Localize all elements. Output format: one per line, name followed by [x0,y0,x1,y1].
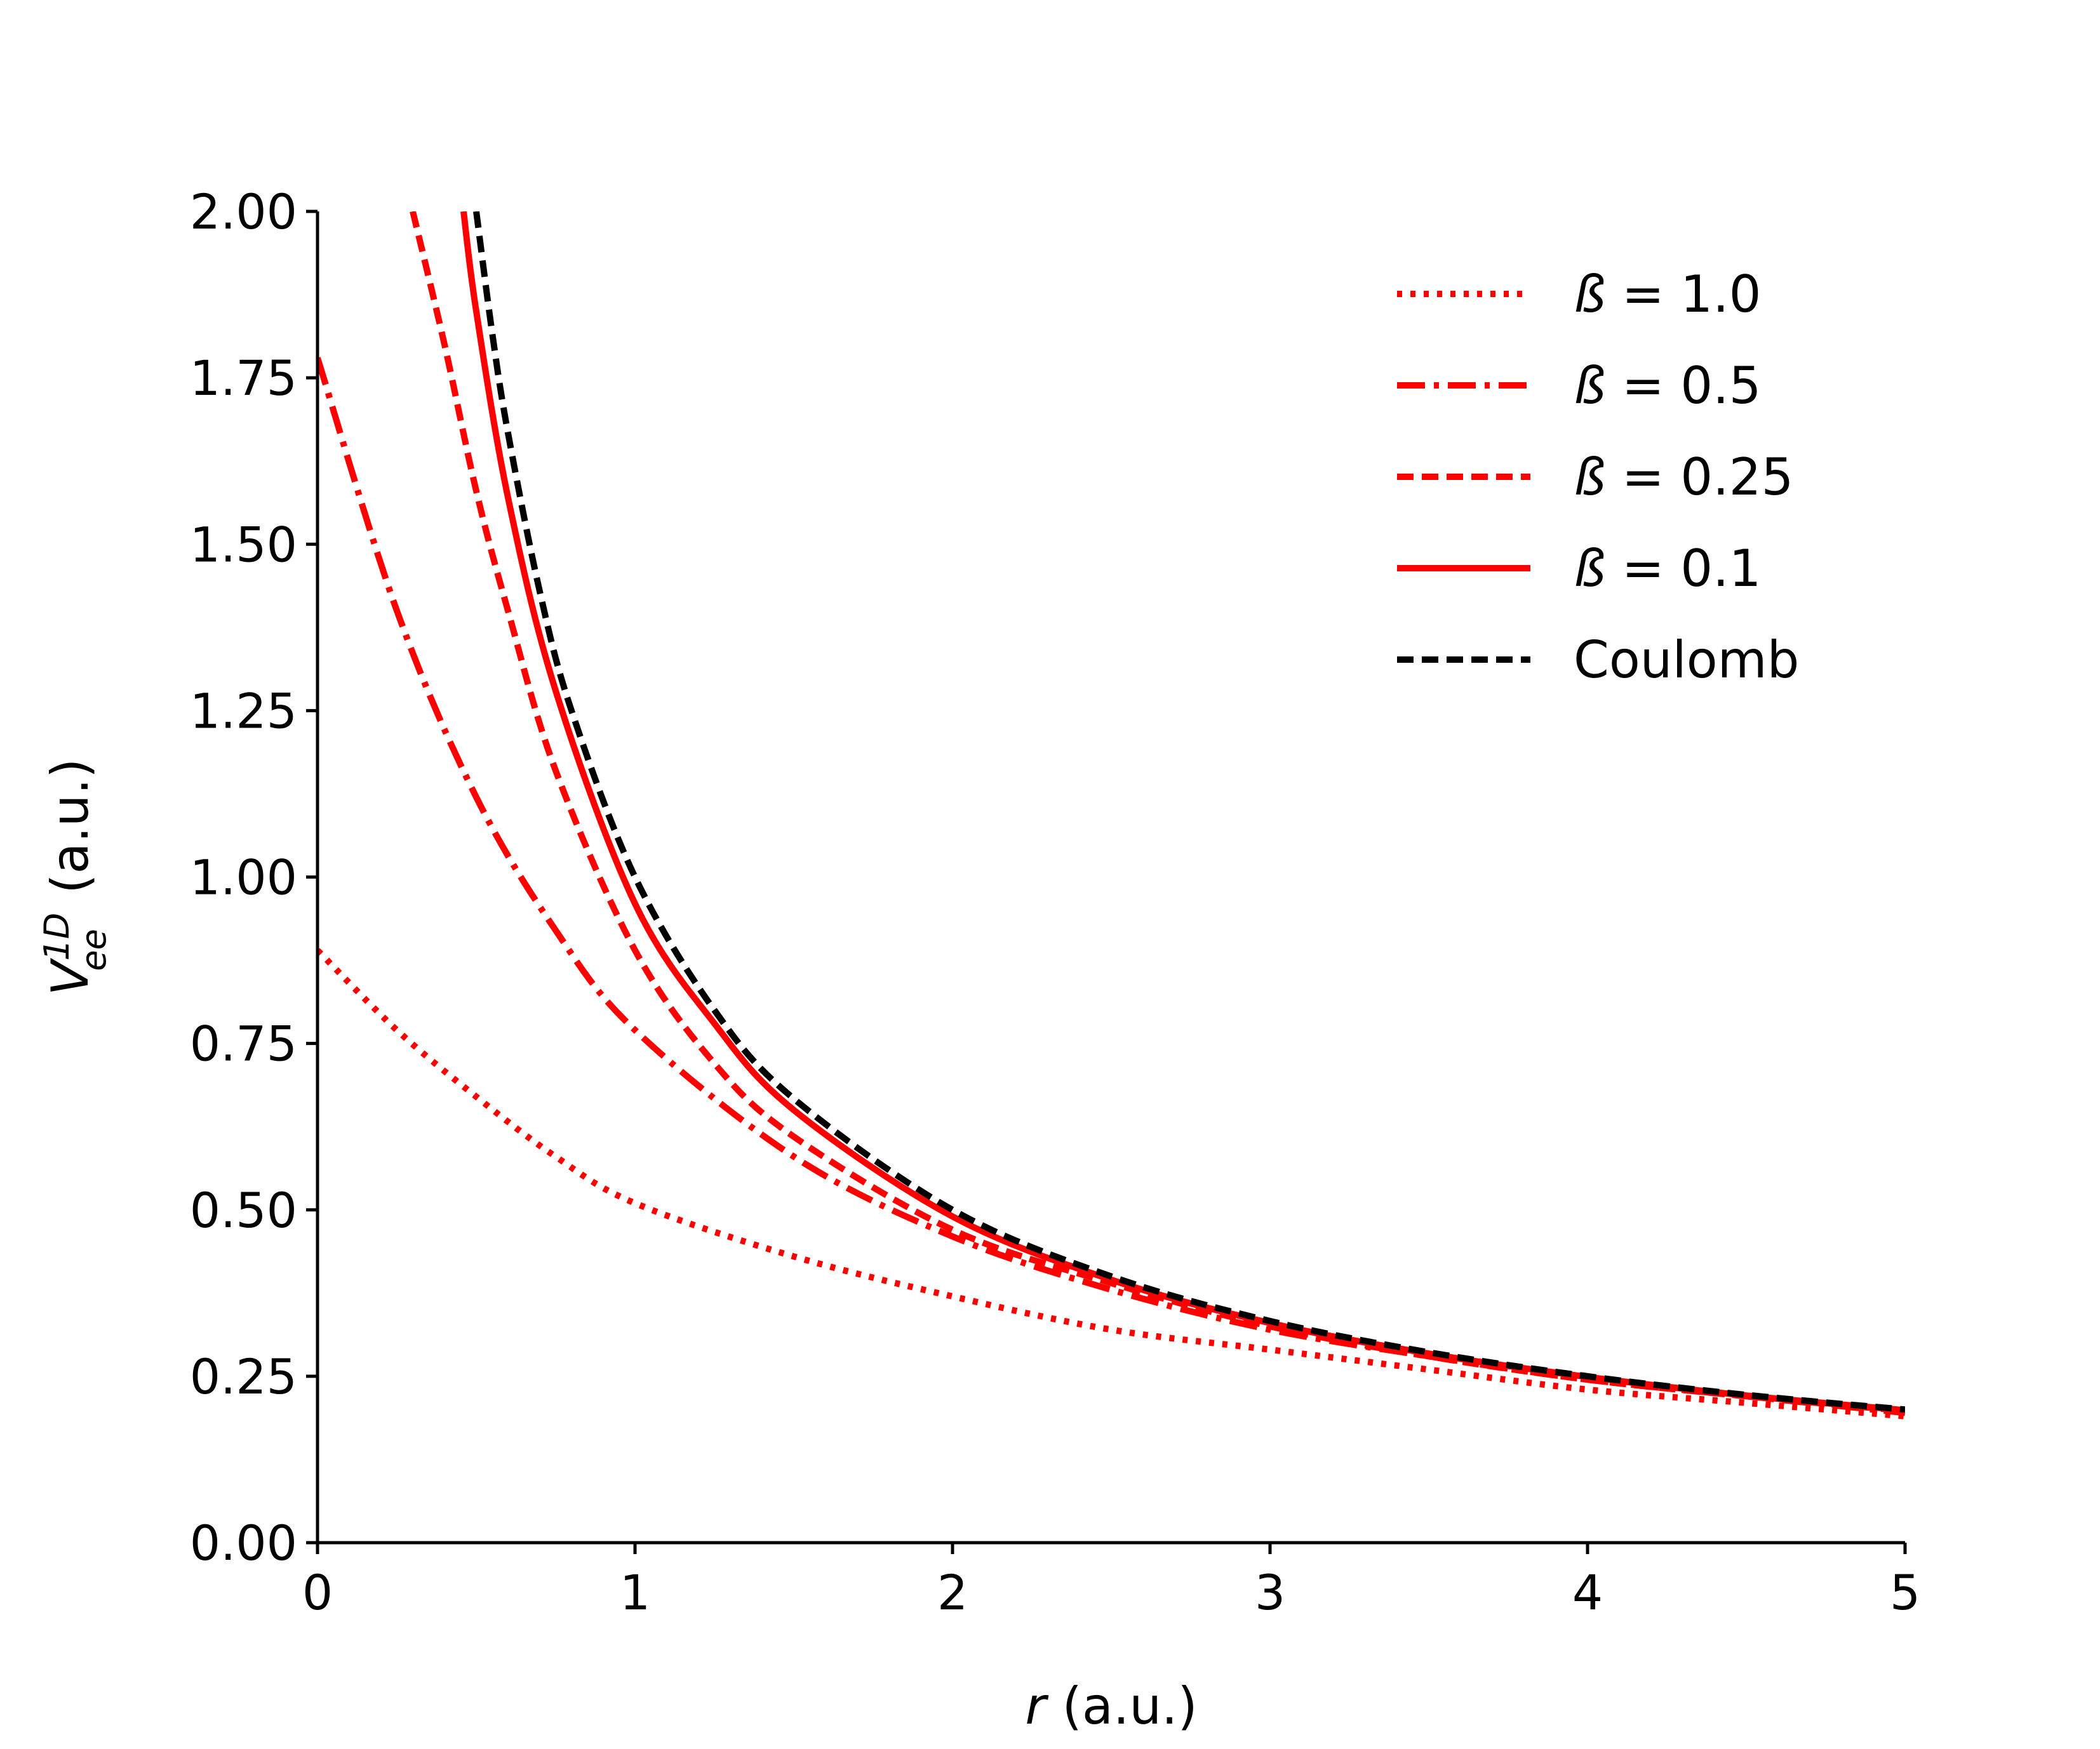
x-tick-label: 3 [1255,1564,1285,1621]
y-tick-label: 2.00 [190,183,297,240]
x-axis-label: r (a.u.) [1025,1677,1197,1736]
legend-label-2: ß = 0.25 [1574,448,1793,507]
x-tick-label: 2 [937,1564,968,1621]
legend-equals: = 0.25 [1605,448,1793,507]
x-tick-label: 5 [1890,1564,1920,1621]
y-tick-label: 1.00 [190,849,297,906]
y-axis-label-group: V1Dee (a.u.) [37,759,114,996]
x-tick-label: 1 [620,1564,650,1621]
legend-label-3: ß = 0.1 [1574,539,1762,598]
legend-symbol: ß [1574,356,1605,415]
legend-equals: = 0.1 [1605,539,1761,598]
legend-symbol: ß [1574,448,1605,507]
y-axis-label: V1Dee (a.u.) [37,759,114,996]
series-line-4 [473,211,1905,1413]
y-tick-label: 1.50 [190,516,297,573]
legend-symbol: ß [1574,265,1605,324]
series-line-0 [318,948,1905,1420]
axes: 0 1 2 3 4 5 0.00 0.25 0.50 0.75 1.00 1.25 1.50 1.75 2.… [37,183,1920,1736]
x-tick-label: 4 [1572,1564,1603,1621]
series-line-1 [318,357,1905,1416]
y-tick-label: 0.00 [190,1515,297,1571]
legend-symbol: ß [1574,539,1605,598]
legend-label-0: ß = 1.0 [1574,265,1762,324]
legend-label-1: ß = 0.5 [1574,356,1762,415]
y-tick-label: 1.75 [190,350,297,406]
x-axis-label-var: r [1025,1677,1049,1736]
y-axis-label-unit: (a.u.) [41,759,100,910]
y-axis-label-var: V [41,957,100,995]
x-tick-label: 0 [302,1564,333,1621]
y-tick-label: 0.50 [190,1182,297,1239]
y-tick-label: 0.25 [190,1348,297,1405]
y-tick-label: 0.75 [190,1016,297,1072]
y-axis-label-sup: 1D [37,913,77,961]
y-axis-label-sub: ee [74,929,114,971]
legend-label-4: Coulomb [1574,630,1799,689]
legend-equals: = 0.5 [1605,356,1761,415]
legend-equals: = 1.0 [1605,265,1761,324]
plot-area [318,211,1905,1420]
x-axis-label-unit: (a.u.) [1046,1677,1197,1736]
y-tick-label: 1.25 [190,682,297,739]
